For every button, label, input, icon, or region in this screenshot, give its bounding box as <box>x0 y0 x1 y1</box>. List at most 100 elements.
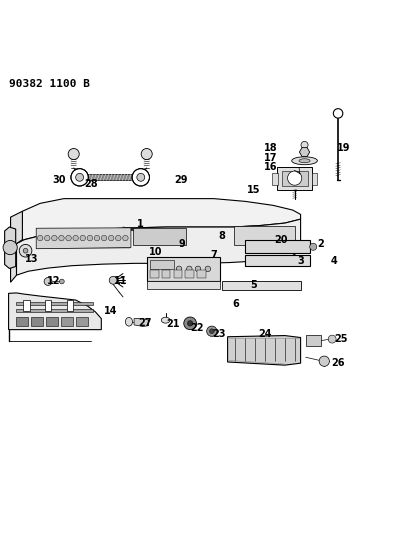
Bar <box>30 317 42 326</box>
Circle shape <box>209 329 214 334</box>
Circle shape <box>287 171 302 185</box>
Text: 15: 15 <box>246 184 260 195</box>
Bar <box>46 317 57 326</box>
Text: 22: 22 <box>190 322 204 333</box>
Circle shape <box>80 236 86 241</box>
Text: 12: 12 <box>47 277 61 287</box>
Text: 25: 25 <box>334 334 348 344</box>
Text: 16: 16 <box>264 161 278 172</box>
Circle shape <box>328 335 336 343</box>
Text: 17: 17 <box>264 153 278 163</box>
Circle shape <box>195 266 201 272</box>
Circle shape <box>71 168 88 186</box>
Polygon shape <box>5 227 16 269</box>
Ellipse shape <box>292 157 317 165</box>
Circle shape <box>76 173 84 181</box>
Bar <box>16 317 28 326</box>
Bar <box>76 317 88 326</box>
Polygon shape <box>222 281 301 290</box>
Text: 21: 21 <box>166 319 180 329</box>
Circle shape <box>207 326 217 336</box>
Bar <box>272 173 278 185</box>
Circle shape <box>319 356 329 366</box>
Bar <box>150 260 173 269</box>
Circle shape <box>37 236 43 241</box>
Bar <box>312 173 317 185</box>
Bar <box>147 257 220 281</box>
Polygon shape <box>17 219 301 275</box>
Bar <box>277 167 312 190</box>
Bar <box>45 301 51 311</box>
Bar <box>80 174 141 181</box>
Text: 4: 4 <box>331 256 337 266</box>
Text: 1: 1 <box>137 219 144 229</box>
Text: 19: 19 <box>337 143 351 153</box>
Circle shape <box>116 236 121 241</box>
Circle shape <box>301 141 308 149</box>
Text: 20: 20 <box>274 235 287 245</box>
Polygon shape <box>9 293 101 329</box>
Bar <box>173 270 182 278</box>
Text: 30: 30 <box>52 175 66 185</box>
Ellipse shape <box>126 318 133 326</box>
Text: 14: 14 <box>104 306 117 316</box>
Text: 29: 29 <box>175 175 188 185</box>
Polygon shape <box>17 199 301 244</box>
Bar <box>234 226 295 245</box>
Bar <box>61 317 72 326</box>
Text: 10: 10 <box>149 246 162 256</box>
Circle shape <box>109 277 117 284</box>
Bar <box>67 301 73 311</box>
Circle shape <box>187 320 193 326</box>
Text: 3: 3 <box>297 256 304 266</box>
Polygon shape <box>134 319 148 327</box>
Circle shape <box>187 266 192 272</box>
Circle shape <box>333 109 343 118</box>
Circle shape <box>66 236 71 241</box>
Circle shape <box>73 236 78 241</box>
Circle shape <box>132 168 149 186</box>
Circle shape <box>123 236 128 241</box>
Circle shape <box>59 236 64 241</box>
Text: 13: 13 <box>25 254 38 264</box>
Circle shape <box>205 266 211 272</box>
Circle shape <box>94 236 100 241</box>
Bar <box>16 302 93 305</box>
Bar <box>147 281 220 288</box>
Circle shape <box>137 173 145 181</box>
Circle shape <box>59 279 64 284</box>
Ellipse shape <box>161 317 170 323</box>
Text: 18: 18 <box>264 143 278 153</box>
Circle shape <box>310 243 317 251</box>
Bar <box>282 171 308 185</box>
Text: 24: 24 <box>258 328 272 338</box>
Circle shape <box>101 236 107 241</box>
Ellipse shape <box>299 159 310 163</box>
Bar <box>23 301 29 311</box>
Text: 7: 7 <box>210 249 217 260</box>
Polygon shape <box>299 148 310 157</box>
Circle shape <box>51 236 57 241</box>
Circle shape <box>68 149 79 159</box>
Bar <box>246 255 310 266</box>
Circle shape <box>23 248 28 253</box>
Text: 90382 1100 B: 90382 1100 B <box>9 79 89 89</box>
Polygon shape <box>228 336 301 365</box>
Polygon shape <box>36 228 131 249</box>
Bar <box>185 270 194 278</box>
Bar <box>162 270 170 278</box>
Circle shape <box>19 245 32 257</box>
Circle shape <box>109 236 114 241</box>
Bar <box>150 270 158 278</box>
Circle shape <box>44 236 50 241</box>
Circle shape <box>141 149 152 159</box>
Text: 2: 2 <box>317 239 324 248</box>
Text: 11: 11 <box>114 277 128 287</box>
Text: 27: 27 <box>138 318 152 328</box>
Circle shape <box>176 266 182 272</box>
Text: 8: 8 <box>218 231 225 241</box>
Text: 6: 6 <box>232 299 239 309</box>
Text: 5: 5 <box>250 280 257 290</box>
Text: 23: 23 <box>212 329 226 340</box>
Bar <box>133 228 186 245</box>
